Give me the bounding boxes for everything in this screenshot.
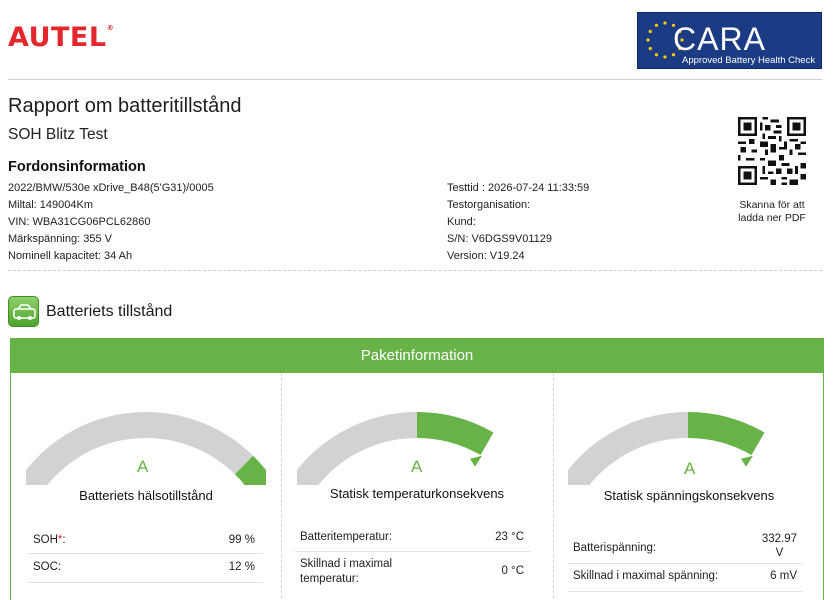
health-gauge-title: Batteriets hälsotillstånd xyxy=(79,488,213,503)
gauge-pointer-icon xyxy=(741,455,753,467)
temperature-diff-row: Skillnad i maximal temperatur: 0 °C xyxy=(300,557,524,589)
qr-caption: Skanna för att ladda ner PDF xyxy=(722,199,822,225)
voltage-grade: A xyxy=(684,459,696,478)
info-divider xyxy=(8,270,822,271)
soh-row: SOH*: 99 % xyxy=(33,534,255,550)
package-info-panel: Paketinformation A Batteriets hälsotills… xyxy=(10,338,824,600)
health-grade: A xyxy=(137,457,149,476)
soc-row: SOC: 12 % xyxy=(33,561,255,577)
row-divider xyxy=(568,563,803,564)
row-divider xyxy=(28,553,263,554)
row-divider xyxy=(568,591,803,592)
soc-label: SOC: xyxy=(33,561,62,573)
soc-value: 12 % xyxy=(228,561,255,573)
temperature-diff-label: Skillnad i maximal temperatur: xyxy=(300,557,392,587)
software-version: Version: V19.24 xyxy=(447,250,525,262)
voltage-diff-label: Skillnad i maximal spänning: xyxy=(573,570,719,582)
eu-stars-icon xyxy=(646,21,684,59)
registered-mark: ® xyxy=(106,24,115,32)
column-divider xyxy=(553,373,554,600)
column-divider xyxy=(281,373,282,600)
qr-caption-line-2: ladda ner PDF xyxy=(738,212,806,224)
cara-logo: CARA Approved Battery Health Check xyxy=(637,12,822,69)
qr-code-icon[interactable] xyxy=(738,117,806,185)
row-divider xyxy=(28,582,263,583)
battery-voltage-row: Batterispänning: 332.97 V xyxy=(573,532,797,564)
battery-voltage-number: 332.97 xyxy=(761,533,797,545)
vehicle-info-left: 2022/BMW/530e xDrive_B48(5'G31)/0005 Mil… xyxy=(8,180,214,265)
battery-voltage-label: Batterispänning: xyxy=(573,542,657,554)
gauge-level-arc xyxy=(234,455,266,485)
temperature-grade: A xyxy=(411,457,423,476)
temperature-gauge-title: Statisk temperaturkonsekvens xyxy=(329,486,505,501)
autel-logo: AUTEL® xyxy=(8,22,114,53)
header-divider xyxy=(8,79,822,80)
row-divider xyxy=(295,551,531,552)
soh-label-group: SOH*: xyxy=(33,534,66,546)
temperature-diff-label-line-2: temperatur: xyxy=(300,573,359,585)
voltage-gauge-title: Statisk spänningskonsekvens xyxy=(603,488,775,503)
gauge-level-arc xyxy=(687,412,765,456)
soh-colon: : xyxy=(62,534,66,546)
battery-status-icon xyxy=(8,296,39,327)
cara-subtitle: Approved Battery Health Check xyxy=(682,55,816,66)
vehicle-mileage: Miltal: 149004Km xyxy=(8,199,93,211)
serial-number: S/N: V6DGS9V01129 xyxy=(447,233,552,245)
package-info-header: Paketinformation xyxy=(11,339,823,373)
health-gauge xyxy=(26,412,266,485)
gauge-track xyxy=(568,412,689,485)
soh-label: SOH xyxy=(33,534,58,546)
nominal-capacity: Nominell kapacitet: 34 Ah xyxy=(8,250,133,262)
voltage-diff-value: 6 mV xyxy=(770,570,797,582)
vehicle-vin: VIN: WBA31CG06PCL62860 xyxy=(8,216,151,228)
battery-temperature-label: Batteritemperatur: xyxy=(300,531,393,543)
voltage-gauge xyxy=(568,412,765,485)
test-organisation: Testorganisation: xyxy=(447,199,531,211)
vehicle-info-heading: Fordonsinformation xyxy=(8,159,146,175)
temperature-diff-label-line-1: Skillnad i maximal xyxy=(300,558,393,570)
gauge-track xyxy=(297,412,418,485)
vehicle-info-right: Testtid : 2026-07-24 11:33:59 Testorgani… xyxy=(447,180,589,265)
rated-voltage: Märkspänning: 355 V xyxy=(8,233,112,245)
report-subtitle: SOH Blitz Test xyxy=(8,126,108,143)
battery-voltage-value: 332.97 V xyxy=(762,532,797,560)
gauge-level-arc xyxy=(416,412,494,456)
temperature-gauge xyxy=(297,412,494,485)
gauge-track xyxy=(26,412,254,485)
cara-name: CARA xyxy=(673,21,766,57)
battery-section-title: Batteriets tillstånd xyxy=(46,303,173,320)
report-title: Rapport om batteritillstånd xyxy=(8,95,242,117)
test-time: Testtid : 2026-07-24 11:33:59 xyxy=(447,182,590,194)
soh-required-mark: * xyxy=(57,534,63,546)
battery-temperature-row: Batteritemperatur: 23 °C xyxy=(300,531,524,547)
voltage-diff-row: Skillnad i maximal spänning: 6 mV xyxy=(573,570,797,586)
vehicle-model: 2022/BMW/530e xDrive_B48(5'G31)/0005 xyxy=(8,182,214,194)
autel-logo-text: AUTEL xyxy=(8,22,107,53)
gauge-pointer-icon xyxy=(470,455,482,467)
qr-caption-line-1: Skanna för att xyxy=(739,199,805,211)
customer: Kund: xyxy=(447,216,476,228)
battery-voltage-unit: V xyxy=(775,547,784,559)
battery-temperature-value: 23 °C xyxy=(495,531,524,543)
temperature-diff-value: 0 °C xyxy=(501,565,525,577)
soh-value: 99 % xyxy=(228,534,255,546)
